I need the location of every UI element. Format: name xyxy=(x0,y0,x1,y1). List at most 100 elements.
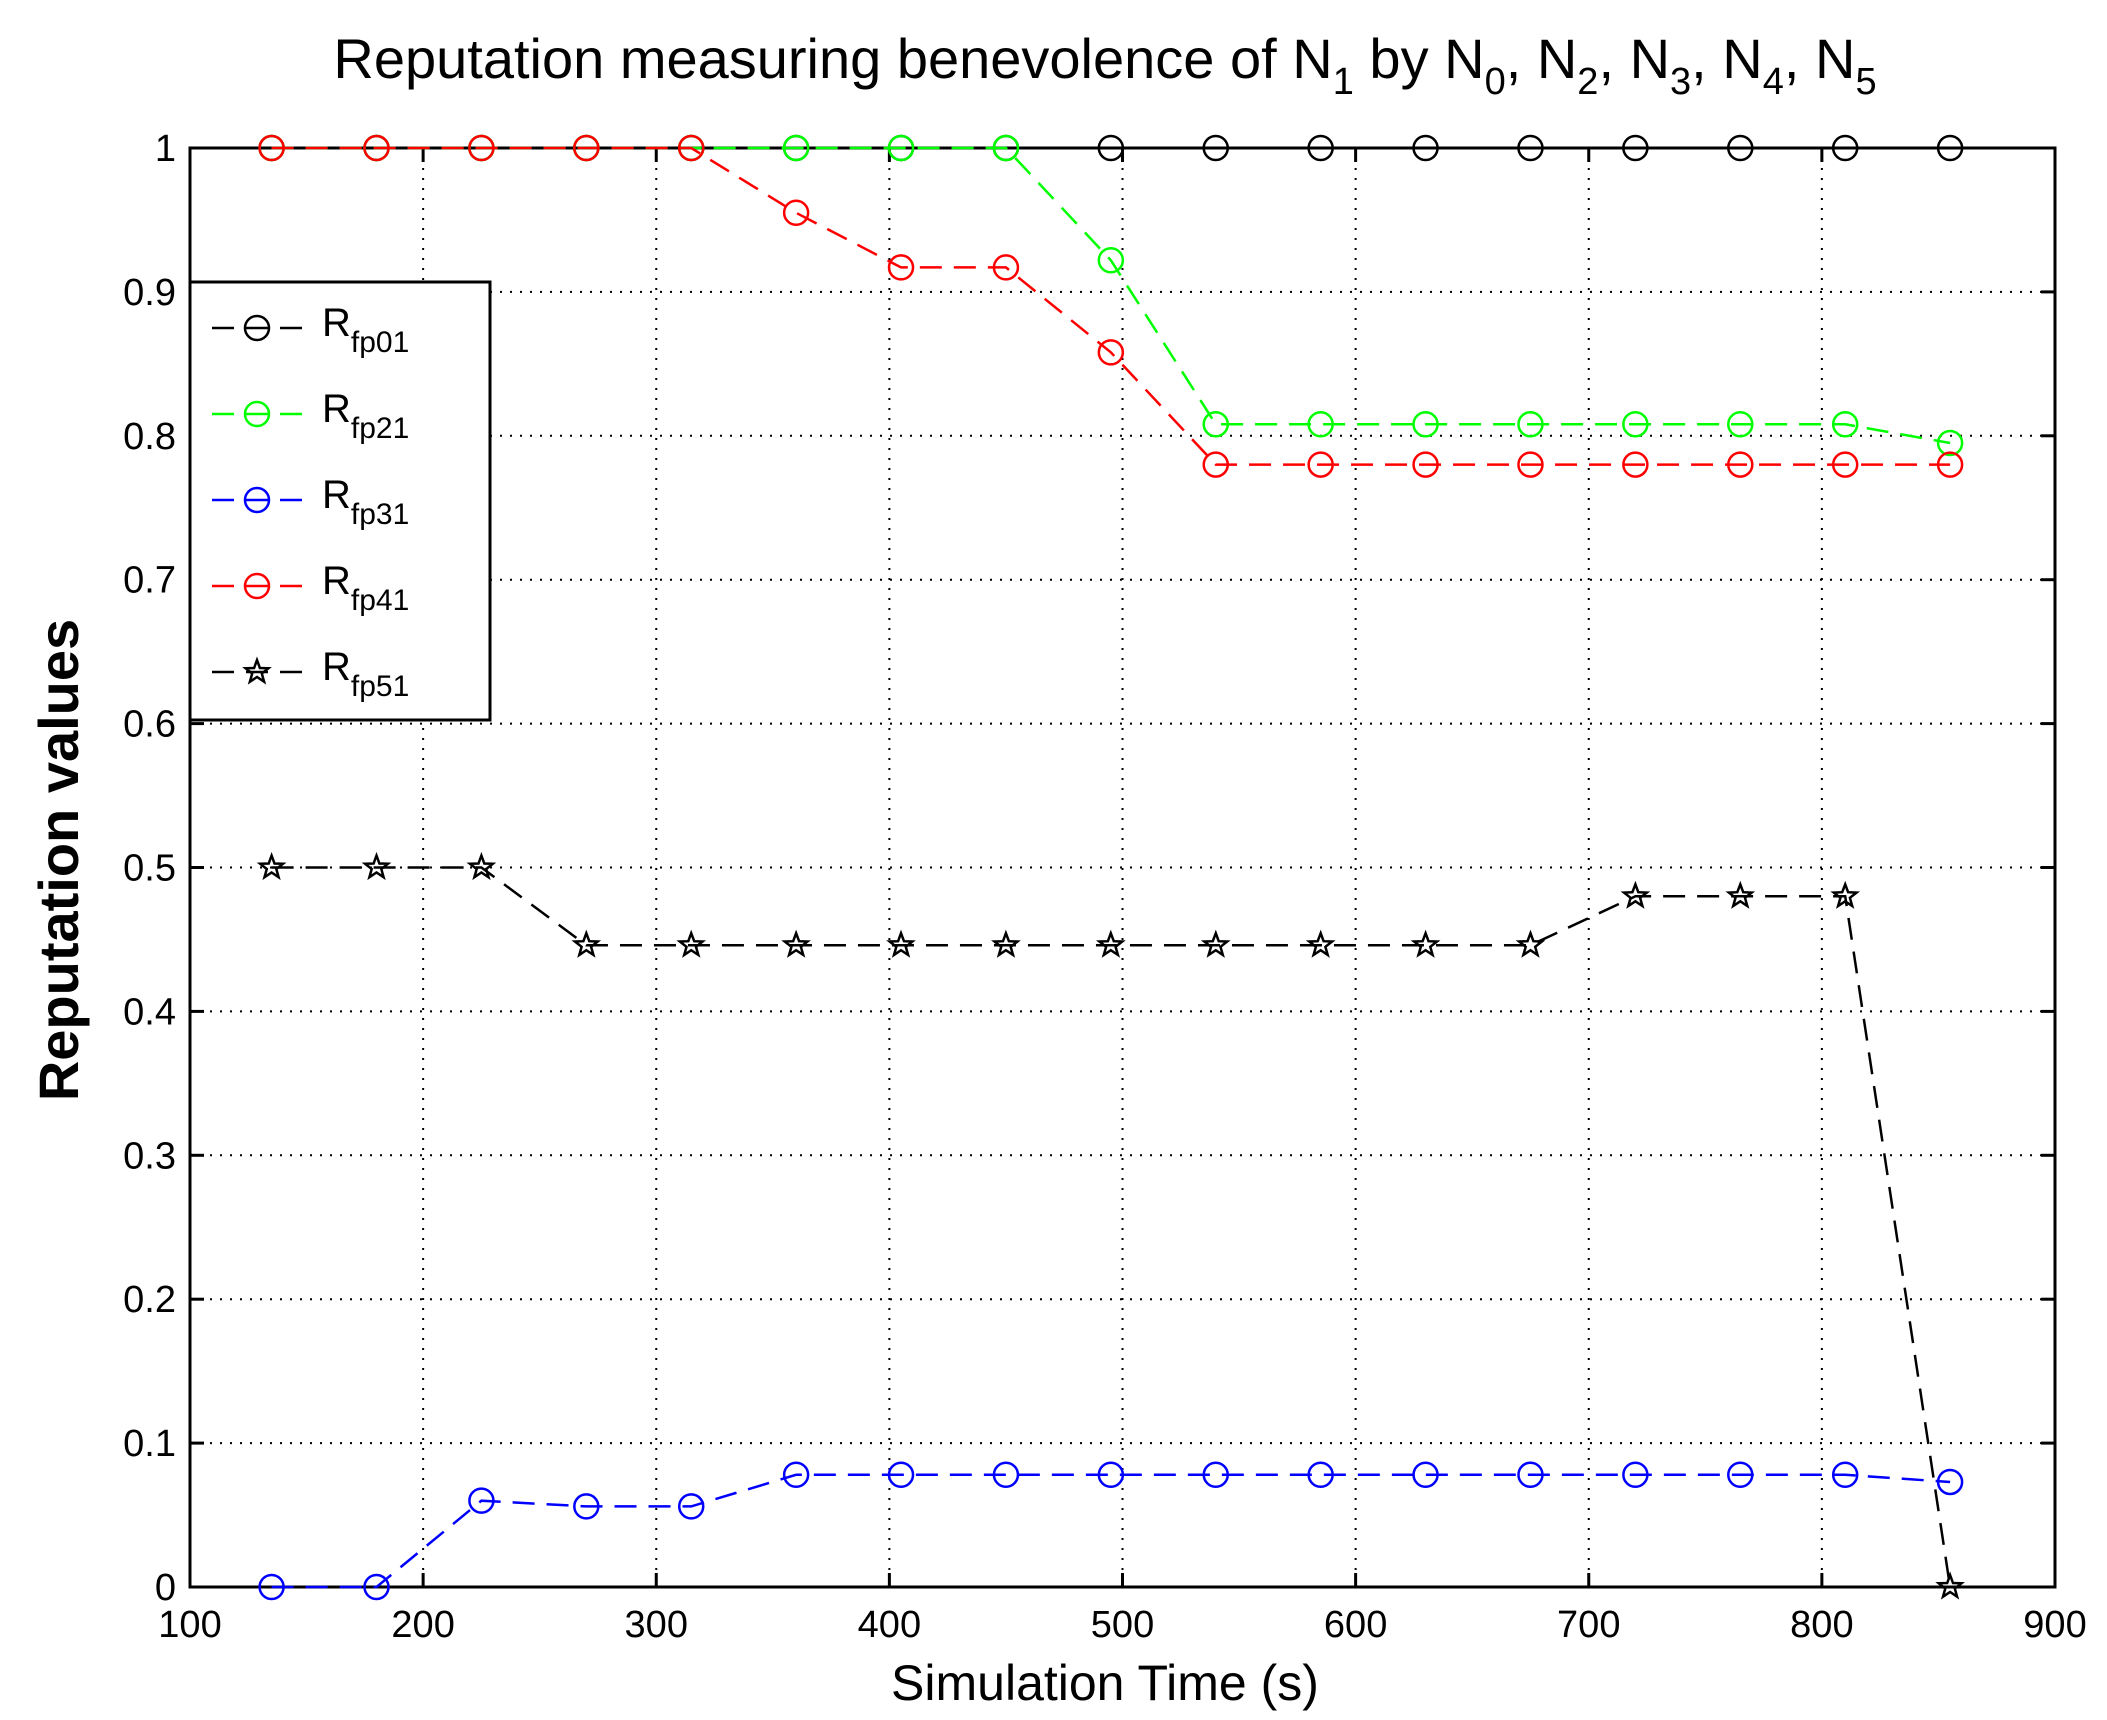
legend-label: Rfp01 xyxy=(322,301,409,359)
data-point-fp31 xyxy=(573,1493,600,1520)
data-point-fp01 xyxy=(1517,134,1544,162)
data-point-fp21 xyxy=(782,134,810,162)
data-point-fp01 xyxy=(1307,134,1334,162)
x-tick-label: 300 xyxy=(625,1604,688,1646)
data-point-fp41 xyxy=(363,134,390,162)
series-line-fp31 xyxy=(271,1473,1951,1589)
data-point-fp51 xyxy=(466,851,497,881)
y-tick-label: 0.7 xyxy=(123,560,176,602)
y-tick-label: 0.9 xyxy=(123,272,176,314)
legend-label: Rfp31 xyxy=(322,473,409,531)
title-node-sub-4: 4 xyxy=(1763,61,1784,103)
title-node-2: N xyxy=(1537,27,1577,90)
data-point-fp31 xyxy=(1097,1461,1125,1489)
chart-title: Reputation measuring benevolence of N 1 b… xyxy=(333,27,1876,103)
data-point-fp31 xyxy=(1412,1461,1439,1489)
data-point-fp21 xyxy=(1202,411,1229,438)
legend-item: Rfp51 xyxy=(212,645,409,703)
data-point-fp21 xyxy=(1412,411,1439,438)
data-point-fp21 xyxy=(1936,429,1964,457)
legend-label: Rfp51 xyxy=(322,645,409,703)
data-point-fp41 xyxy=(1307,451,1334,478)
data-point-fp21 xyxy=(1307,411,1334,438)
y-tick-label: 1 xyxy=(155,128,176,170)
data-point-fp41 xyxy=(782,199,810,227)
series-fp31 xyxy=(258,1461,1964,1601)
data-point-fp51 xyxy=(781,929,811,958)
data-point-fp21 xyxy=(1622,411,1649,438)
data-point-fp51 xyxy=(1515,929,1546,958)
series-fp51 xyxy=(256,851,1965,1600)
data-point-fp31 xyxy=(782,1461,810,1489)
y-tick-label: 0 xyxy=(155,1567,176,1609)
data-point-fp51 xyxy=(676,929,707,958)
data-point-fp31 xyxy=(1622,1461,1649,1489)
y-tick-label: 0.6 xyxy=(123,704,176,746)
title-node-1: N xyxy=(1444,27,1484,90)
y-tick-label: 0.8 xyxy=(123,416,176,458)
data-point-fp01 xyxy=(1412,134,1439,162)
y-tick-label: 0.5 xyxy=(123,848,176,890)
data-point-fp21 xyxy=(1517,411,1544,438)
data-point-fp31 xyxy=(1517,1461,1544,1489)
series-group xyxy=(256,134,1965,1601)
legend-item: Rfp41 xyxy=(212,559,409,617)
data-point-fp31 xyxy=(1727,1461,1754,1489)
title-sep-4: , xyxy=(1784,27,1815,90)
title-node-sub-5: 5 xyxy=(1855,61,1876,103)
title-sep-0: by xyxy=(1354,27,1444,90)
legend: Rfp01 Rfp21 Rfp31 Rfp41 Rfp51 xyxy=(188,280,492,722)
title-sep-2: , xyxy=(1598,27,1629,90)
data-point-fp41 xyxy=(1831,451,1859,478)
data-point-fp41 xyxy=(887,254,915,281)
data-point-fp21 xyxy=(1727,411,1754,438)
legend-swatch-marker xyxy=(243,314,271,342)
data-point-fp31 xyxy=(992,1461,1020,1489)
data-point-fp41 xyxy=(1202,451,1229,478)
series-fp41 xyxy=(258,134,1964,478)
data-point-fp31 xyxy=(1831,1461,1859,1489)
data-point-fp01 xyxy=(1622,134,1649,162)
x-tick-label: 700 xyxy=(1557,1604,1620,1646)
data-point-fp01 xyxy=(1831,134,1859,162)
title-sep-1: , xyxy=(1506,27,1537,90)
data-point-fp21 xyxy=(992,134,1020,162)
data-point-fp51 xyxy=(1200,929,1231,958)
data-point-fp31 xyxy=(887,1461,915,1489)
data-point-fp51 xyxy=(571,929,602,958)
data-point-fp41 xyxy=(1412,451,1439,478)
title-node-sub-0: 1 xyxy=(1333,61,1354,103)
legend-label: Rfp21 xyxy=(322,387,409,445)
x-axis-label: Simulation Time (s) xyxy=(891,1655,1319,1711)
x-axis: 100 200 300 400 500 600 700 800 900 xyxy=(158,148,2087,1646)
y-axis-label: Reputation values xyxy=(27,619,90,1101)
data-point-fp01 xyxy=(1936,134,1964,162)
title-prefix: Reputation measuring benevolence of xyxy=(333,27,1292,90)
data-point-fp51 xyxy=(1830,880,1861,909)
legend-swatch-marker xyxy=(243,572,271,600)
data-point-fp41 xyxy=(1622,451,1649,478)
legend-item: Rfp01 xyxy=(212,301,409,359)
legend-label: Rfp41 xyxy=(322,559,409,617)
data-point-fp51 xyxy=(1095,929,1126,958)
x-tick-label: 800 xyxy=(1790,1604,1853,1646)
data-point-fp51 xyxy=(1725,880,1756,909)
data-point-fp51 xyxy=(1935,1571,1965,1600)
title-node-3: N xyxy=(1630,27,1670,90)
data-point-fp21 xyxy=(1831,411,1859,438)
title-node-4: N xyxy=(1722,27,1762,90)
title-sep-3: , xyxy=(1691,27,1722,90)
data-point-fp41 xyxy=(677,134,705,162)
data-point-fp31 xyxy=(363,1573,390,1601)
data-point-fp21 xyxy=(1097,246,1125,274)
y-tick-label: 0.2 xyxy=(123,1279,176,1321)
legend-item: Rfp31 xyxy=(212,473,409,531)
y-tick-label: 0.3 xyxy=(123,1135,176,1177)
data-point-fp01 xyxy=(1097,134,1125,162)
data-point-fp41 xyxy=(1936,451,1964,478)
series-line-fp51 xyxy=(271,866,1952,1588)
x-tick-label: 600 xyxy=(1324,1604,1387,1646)
data-point-fp51 xyxy=(1620,880,1651,909)
